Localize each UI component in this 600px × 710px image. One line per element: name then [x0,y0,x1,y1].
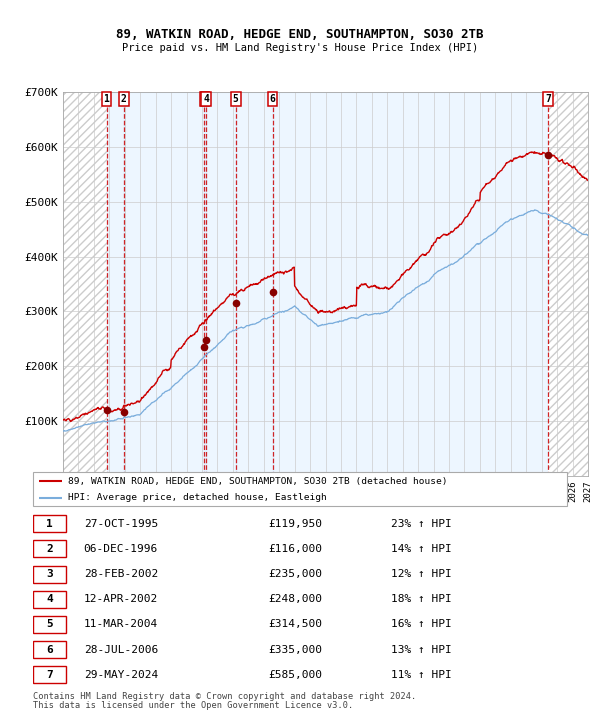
Text: £585,000: £585,000 [268,670,322,679]
Text: 23% ↑ HPI: 23% ↑ HPI [391,519,452,529]
Text: 28-JUL-2006: 28-JUL-2006 [84,645,158,655]
Text: 18% ↑ HPI: 18% ↑ HPI [391,594,452,604]
FancyBboxPatch shape [33,566,66,583]
Text: 29-MAY-2024: 29-MAY-2024 [84,670,158,679]
FancyBboxPatch shape [33,591,66,608]
Text: £235,000: £235,000 [268,569,322,579]
Text: 11% ↑ HPI: 11% ↑ HPI [391,670,452,679]
Text: 06-DEC-1996: 06-DEC-1996 [84,544,158,554]
Text: 3: 3 [46,569,53,579]
Text: 11-MAR-2004: 11-MAR-2004 [84,619,158,629]
Text: 5: 5 [233,94,239,104]
Bar [236,92,272,476]
Bar [205,92,206,476]
Text: 13% ↑ HPI: 13% ↑ HPI [391,645,452,655]
FancyBboxPatch shape [33,641,66,658]
Text: This data is licensed under the Open Government Licence v3.0.: This data is licensed under the Open Gov… [33,701,353,710]
Text: 3: 3 [202,94,208,104]
Text: 89, WATKIN ROAD, HEDGE END, SOUTHAMPTON, SO30 2TB (detached house): 89, WATKIN ROAD, HEDGE END, SOUTHAMPTON,… [68,477,447,486]
FancyBboxPatch shape [33,515,66,532]
Text: 1: 1 [46,519,53,529]
Text: Price paid vs. HM Land Registry's House Price Index (HPI): Price paid vs. HM Land Registry's House … [122,43,478,53]
FancyBboxPatch shape [33,616,66,633]
FancyBboxPatch shape [33,540,66,557]
Text: £116,000: £116,000 [268,544,322,554]
Text: £314,500: £314,500 [268,619,322,629]
Text: 6: 6 [46,645,53,655]
FancyBboxPatch shape [33,666,66,683]
Text: 4: 4 [203,94,209,104]
Text: 12% ↑ HPI: 12% ↑ HPI [391,569,452,579]
Text: 5: 5 [46,619,53,629]
Bar [107,92,124,476]
Text: £335,000: £335,000 [268,645,322,655]
Text: HPI: Average price, detached house, Eastleigh: HPI: Average price, detached house, East… [68,493,326,502]
Text: 28-FEB-2002: 28-FEB-2002 [84,569,158,579]
Bar [206,92,236,476]
Text: 4: 4 [46,594,53,604]
Text: 2: 2 [121,94,127,104]
Text: Contains HM Land Registry data © Crown copyright and database right 2024.: Contains HM Land Registry data © Crown c… [33,692,416,701]
Text: 2: 2 [46,544,53,554]
Text: 14% ↑ HPI: 14% ↑ HPI [391,544,452,554]
Text: 1: 1 [104,94,109,104]
Text: 7: 7 [545,94,551,104]
Text: 7: 7 [46,670,53,679]
Text: £248,000: £248,000 [268,594,322,604]
Bar [272,92,548,476]
Bar [124,92,205,476]
Text: 6: 6 [269,94,275,104]
Text: 27-OCT-1995: 27-OCT-1995 [84,519,158,529]
Text: 12-APR-2002: 12-APR-2002 [84,594,158,604]
Text: £119,950: £119,950 [268,519,322,529]
Text: 16% ↑ HPI: 16% ↑ HPI [391,619,452,629]
FancyBboxPatch shape [33,472,567,506]
Text: 89, WATKIN ROAD, HEDGE END, SOUTHAMPTON, SO30 2TB: 89, WATKIN ROAD, HEDGE END, SOUTHAMPTON,… [116,28,484,41]
